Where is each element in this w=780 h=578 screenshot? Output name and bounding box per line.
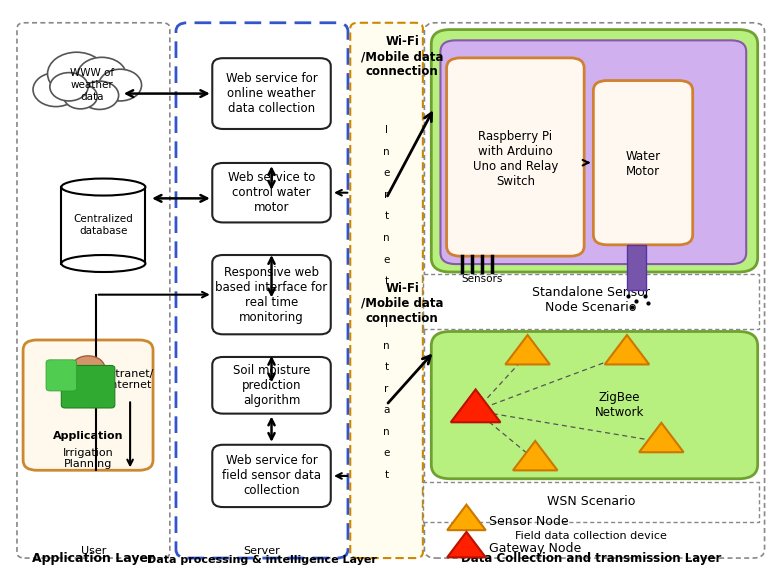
Polygon shape [639, 423, 683, 452]
FancyBboxPatch shape [212, 445, 331, 507]
Polygon shape [505, 335, 550, 365]
Text: e: e [384, 168, 390, 179]
FancyBboxPatch shape [62, 365, 115, 408]
Text: Standalone Sensor
Node Scenario: Standalone Sensor Node Scenario [532, 286, 650, 314]
FancyBboxPatch shape [212, 163, 331, 223]
Text: I: I [385, 125, 388, 135]
Text: Data processing & intelligence Layer: Data processing & intelligence Layer [147, 555, 377, 565]
Text: Wi-Fi
/Mobile data
connection: Wi-Fi /Mobile data connection [361, 281, 444, 325]
FancyBboxPatch shape [447, 58, 584, 256]
Circle shape [99, 69, 142, 101]
Ellipse shape [62, 179, 145, 195]
Text: Intranet/
Internet: Intranet/ Internet [106, 369, 154, 390]
Text: Data Collection and transmission Layer: Data Collection and transmission Layer [461, 553, 722, 565]
Text: I: I [385, 319, 388, 329]
Circle shape [77, 57, 126, 94]
Text: t: t [385, 362, 388, 372]
Text: a: a [384, 405, 390, 415]
Bar [627, 245, 646, 290]
Text: Raspberry Pi
with Arduino
Uno and Relay
Switch: Raspberry Pi with Arduino Uno and Relay … [473, 129, 558, 188]
Ellipse shape [62, 255, 145, 272]
Text: /: / [385, 298, 388, 307]
Text: Application: Application [53, 431, 123, 440]
FancyBboxPatch shape [176, 23, 348, 558]
Circle shape [48, 52, 105, 95]
Text: e: e [384, 254, 390, 265]
Text: Server: Server [243, 546, 280, 555]
FancyBboxPatch shape [431, 331, 757, 479]
Text: Web service for
online weather
data collection: Web service for online weather data coll… [225, 72, 317, 115]
Polygon shape [451, 390, 501, 423]
FancyBboxPatch shape [350, 23, 423, 558]
Text: t: t [385, 212, 388, 221]
Text: t: t [385, 276, 388, 286]
Circle shape [80, 81, 119, 109]
Text: Gateway Node: Gateway Node [489, 542, 582, 555]
FancyBboxPatch shape [423, 481, 759, 523]
Text: WWW of
weather
data: WWW of weather data [70, 68, 114, 102]
FancyBboxPatch shape [46, 360, 76, 391]
Text: WSN Scenario: WSN Scenario [547, 495, 635, 509]
Polygon shape [447, 505, 486, 530]
Text: Soil moisture
prediction
algorithm: Soil moisture prediction algorithm [233, 364, 310, 407]
Text: Web service to
control water
motor: Web service to control water motor [228, 171, 315, 214]
Text: n: n [383, 427, 390, 437]
Text: Responsive web
based interface for
real time
monitoring: Responsive web based interface for real … [215, 266, 328, 324]
Circle shape [50, 73, 88, 101]
Text: n: n [383, 233, 390, 243]
Text: Wi-Fi
/Mobile data
connection: Wi-Fi /Mobile data connection [361, 35, 444, 78]
Text: t: t [385, 470, 388, 480]
Polygon shape [604, 335, 649, 365]
Bar [62, 187, 145, 264]
Text: Sensor Node: Sensor Node [489, 515, 569, 528]
Text: User: User [80, 546, 106, 555]
Polygon shape [447, 532, 486, 557]
Text: Field data collection device: Field data collection device [515, 531, 667, 541]
Text: r: r [385, 190, 388, 200]
Text: Irrigation
Planning: Irrigation Planning [62, 447, 113, 469]
Text: Sensors: Sensors [462, 275, 503, 284]
FancyBboxPatch shape [431, 29, 757, 272]
Text: Centralized
database: Centralized database [73, 214, 133, 236]
FancyBboxPatch shape [212, 357, 331, 414]
Text: Water
Motor: Water Motor [626, 150, 661, 179]
FancyBboxPatch shape [23, 340, 153, 470]
Circle shape [71, 356, 105, 381]
Text: e: e [384, 449, 390, 458]
Polygon shape [513, 441, 558, 470]
FancyBboxPatch shape [212, 58, 331, 129]
FancyBboxPatch shape [17, 23, 170, 558]
FancyBboxPatch shape [441, 40, 746, 264]
Text: n: n [383, 340, 390, 351]
FancyBboxPatch shape [594, 80, 693, 245]
Text: ZigBee
Network: ZigBee Network [594, 391, 644, 419]
Circle shape [33, 73, 79, 106]
Text: Web service for
field sensor data
collection: Web service for field sensor data collec… [222, 454, 321, 498]
FancyBboxPatch shape [212, 255, 331, 334]
Circle shape [64, 84, 98, 109]
Text: n: n [383, 147, 390, 157]
Text: r: r [385, 384, 388, 394]
FancyBboxPatch shape [424, 23, 764, 558]
FancyBboxPatch shape [423, 274, 759, 329]
Text: Application Layer: Application Layer [32, 553, 154, 565]
